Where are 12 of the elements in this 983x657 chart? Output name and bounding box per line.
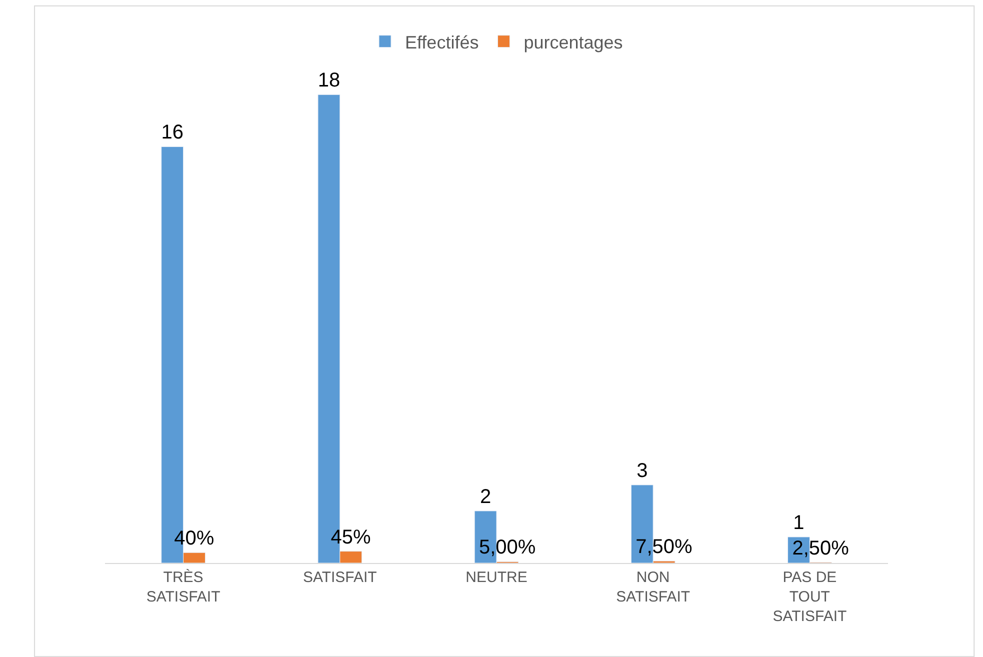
data-label: 2 — [480, 486, 492, 508]
x-tick-label: NON SATISFAIT — [616, 569, 690, 606]
data-label: 18 — [318, 70, 340, 92]
x-tick-label: TRÈS SATISFAIT — [146, 568, 220, 606]
x-tick-label: SATISFAIT — [302, 569, 377, 586]
x-tick-label: NEUTRE — [466, 569, 528, 586]
legend-label: purcentages — [524, 32, 623, 52]
data-label: 1 — [793, 512, 804, 534]
legend-label: Effectifés — [405, 32, 479, 52]
x-tick-label: PAS DE TOUT SATISFAIT — [772, 569, 847, 625]
data-label: 16 — [161, 122, 184, 144]
data-label: 3 — [636, 460, 648, 482]
